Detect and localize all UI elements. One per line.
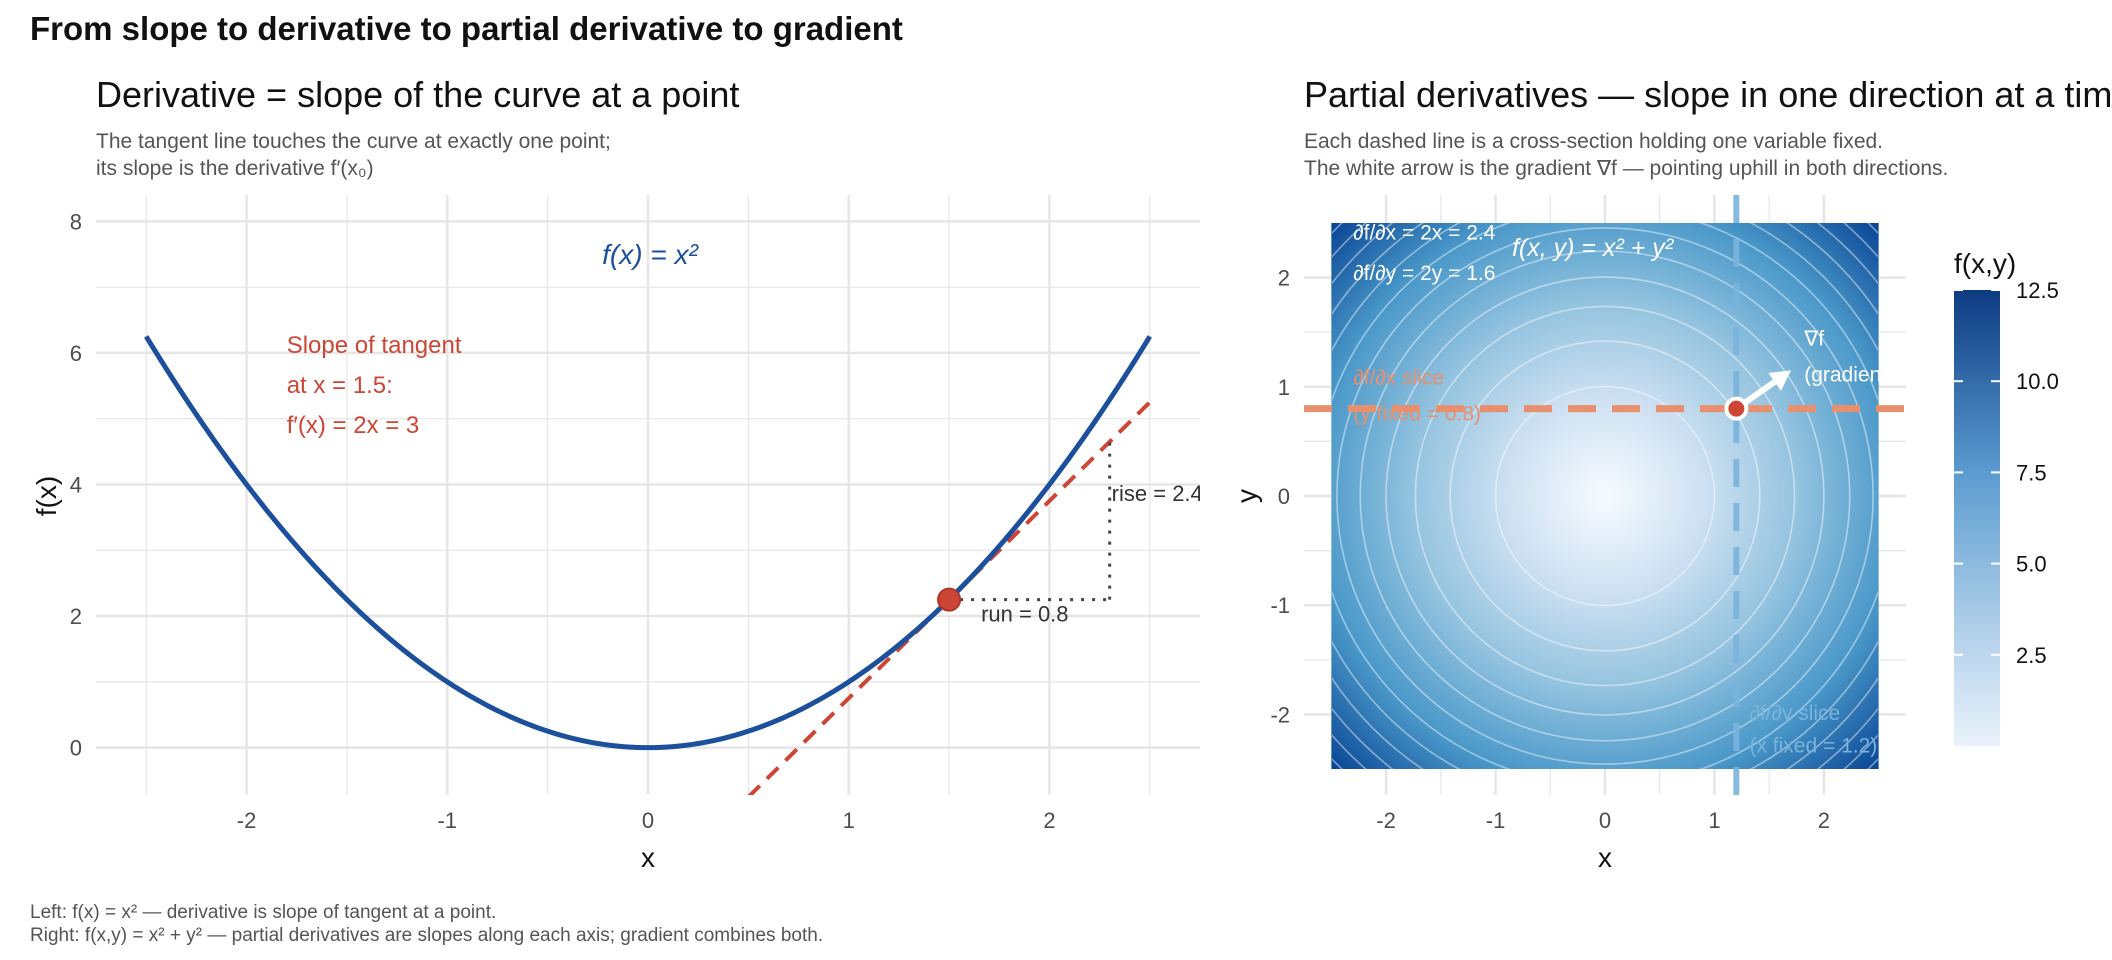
contour-line [1336, 227, 1874, 765]
legend-tick-label: 5.0 [2016, 552, 2047, 577]
gradient-label-line-1: ∇f [1803, 327, 1824, 350]
left-y-tick-label: 8 [70, 209, 82, 234]
annotation-line-3: f′(x) = 2x = 3 [287, 412, 420, 439]
left-y-axis-label: f(x) [31, 476, 62, 516]
right-y-tick-label: 2 [1278, 266, 1290, 291]
contour-line [1449, 340, 1761, 652]
left-panel: Derivative = slope of the curve at a poi… [31, 74, 1203, 873]
partial-x-label: ∂f/∂x = 2x = 2.4 [1353, 221, 1495, 244]
tangent-line [747, 400, 1152, 795]
left-x-tick-label: -2 [237, 808, 257, 833]
left-x-tick-labels: -2 -1 0 1 2 [237, 808, 1056, 833]
right-subtitle-line-2: The white arrow is the gradient ∇f — poi… [1304, 157, 1948, 180]
x-slice-label-line-1: ∂f/∂x slice [1353, 367, 1444, 390]
legend-color-bar [1954, 290, 2000, 746]
legend-tick-label: 10.0 [2016, 369, 2059, 394]
evaluation-point [1724, 396, 1749, 421]
right-x-tick-label: -2 [1376, 808, 1396, 833]
legend-tick-label: 2.5 [2016, 643, 2047, 668]
left-x-tick-label: 0 [642, 808, 654, 833]
annotation-line-2: at x = 1.5: [287, 372, 393, 399]
caption-line-1: Left: f(x) = x² — derivative is slope of… [30, 902, 496, 923]
left-subtitle-line-1: The tangent line touches the curve at ex… [96, 130, 611, 153]
left-plot-area: run = 0.8 rise = 2.4 f(x) = x² Slope of … [144, 239, 1203, 795]
left-y-tick-label: 2 [70, 604, 82, 629]
right-y-tick-labels: -2 -1 0 1 2 [1270, 266, 1290, 728]
left-grid [96, 195, 1200, 795]
right-y-axis-label: y [1231, 489, 1262, 503]
partial-y-label: ∂f/∂y = 2y = 1.6 [1353, 262, 1495, 285]
y-slice-label-line-1: ∂f/∂y slice [1749, 702, 1840, 725]
legend-ticks: 2.5 5.0 7.5 10.0 12.5 [1954, 278, 2059, 668]
legend-title: f(x,y) [1954, 248, 2016, 279]
contour-line [1494, 385, 1716, 607]
left-y-tick-label: 4 [70, 472, 82, 497]
contour-line [1414, 305, 1796, 687]
right-y-tick-label: -1 [1270, 593, 1290, 618]
right-x-tick-label: 2 [1818, 808, 1830, 833]
right-plot-area: ∇f (gradient) f(x, y) = x² + y² ∂f/∂x = … [1304, 195, 1906, 795]
right-x-tick-label: -1 [1486, 808, 1506, 833]
right-y-tick-label: 1 [1278, 375, 1290, 400]
gradient-arrowhead [1768, 370, 1792, 391]
right-panel: Partial derivatives — slope in one direc… [1231, 74, 2112, 873]
x-slice-label-line-2: (y fixed = 0.8) [1353, 403, 1481, 426]
caption-line-2: Right: f(x,y) = x² + y² — partial deriva… [30, 925, 823, 946]
right-x-tick-labels: -2 -1 0 1 2 [1376, 808, 1830, 833]
left-x-axis-label: x [641, 842, 655, 873]
right-x-axis-label: x [1598, 842, 1612, 873]
right-title: Partial derivatives — slope in one direc… [1304, 74, 2112, 115]
curve-line [144, 335, 1152, 751]
rise-label: rise = 2.4 [1112, 481, 1203, 506]
annotation-line-1: Slope of tangent [287, 332, 462, 359]
right-x-tick-label: 0 [1599, 808, 1611, 833]
gradient-label-line-2: (gradient) [1804, 363, 1894, 386]
legend-tick-label: 12.5 [2016, 278, 2059, 303]
left-y-tick-label: 6 [70, 341, 82, 366]
left-subtitle-line-2: its slope is the derivative f′(x₀) [96, 157, 374, 180]
heatmap-surface [1331, 223, 1879, 769]
left-y-tick-labels: 0 2 4 6 8 [70, 209, 82, 760]
right-x-tick-label: 1 [1708, 808, 1720, 833]
left-x-tick-label: 1 [843, 808, 855, 833]
left-y-tick-label: 0 [70, 736, 82, 761]
legend-tick-label: 7.5 [2016, 460, 2047, 485]
surface-label: f(x, y) = x² + y² [1512, 234, 1675, 262]
right-y-tick-label: 0 [1278, 484, 1290, 509]
color-legend: f(x,y) 2.5 5.0 7.5 10.0 12.5 [1954, 248, 2059, 746]
contour-lines [1332, 223, 1878, 769]
left-x-tick-label: 2 [1043, 808, 1055, 833]
contour-line [1359, 250, 1851, 742]
run-label: run = 0.8 [981, 602, 1068, 627]
left-title: Derivative = slope of the curve at a poi… [96, 74, 739, 115]
curve-label: f(x) = x² [602, 239, 699, 270]
tangent-point [937, 587, 962, 612]
y-slice-label-line-2: (x fixed = 1.2) [1749, 735, 1877, 758]
right-subtitle-line-1: Each dashed line is a cross-section hold… [1304, 130, 1883, 153]
contour-line [1385, 276, 1825, 716]
left-x-tick-label: -1 [437, 808, 457, 833]
right-y-tick-label: -2 [1270, 702, 1290, 727]
figure-title: From slope to derivative to partial deri… [30, 10, 903, 47]
